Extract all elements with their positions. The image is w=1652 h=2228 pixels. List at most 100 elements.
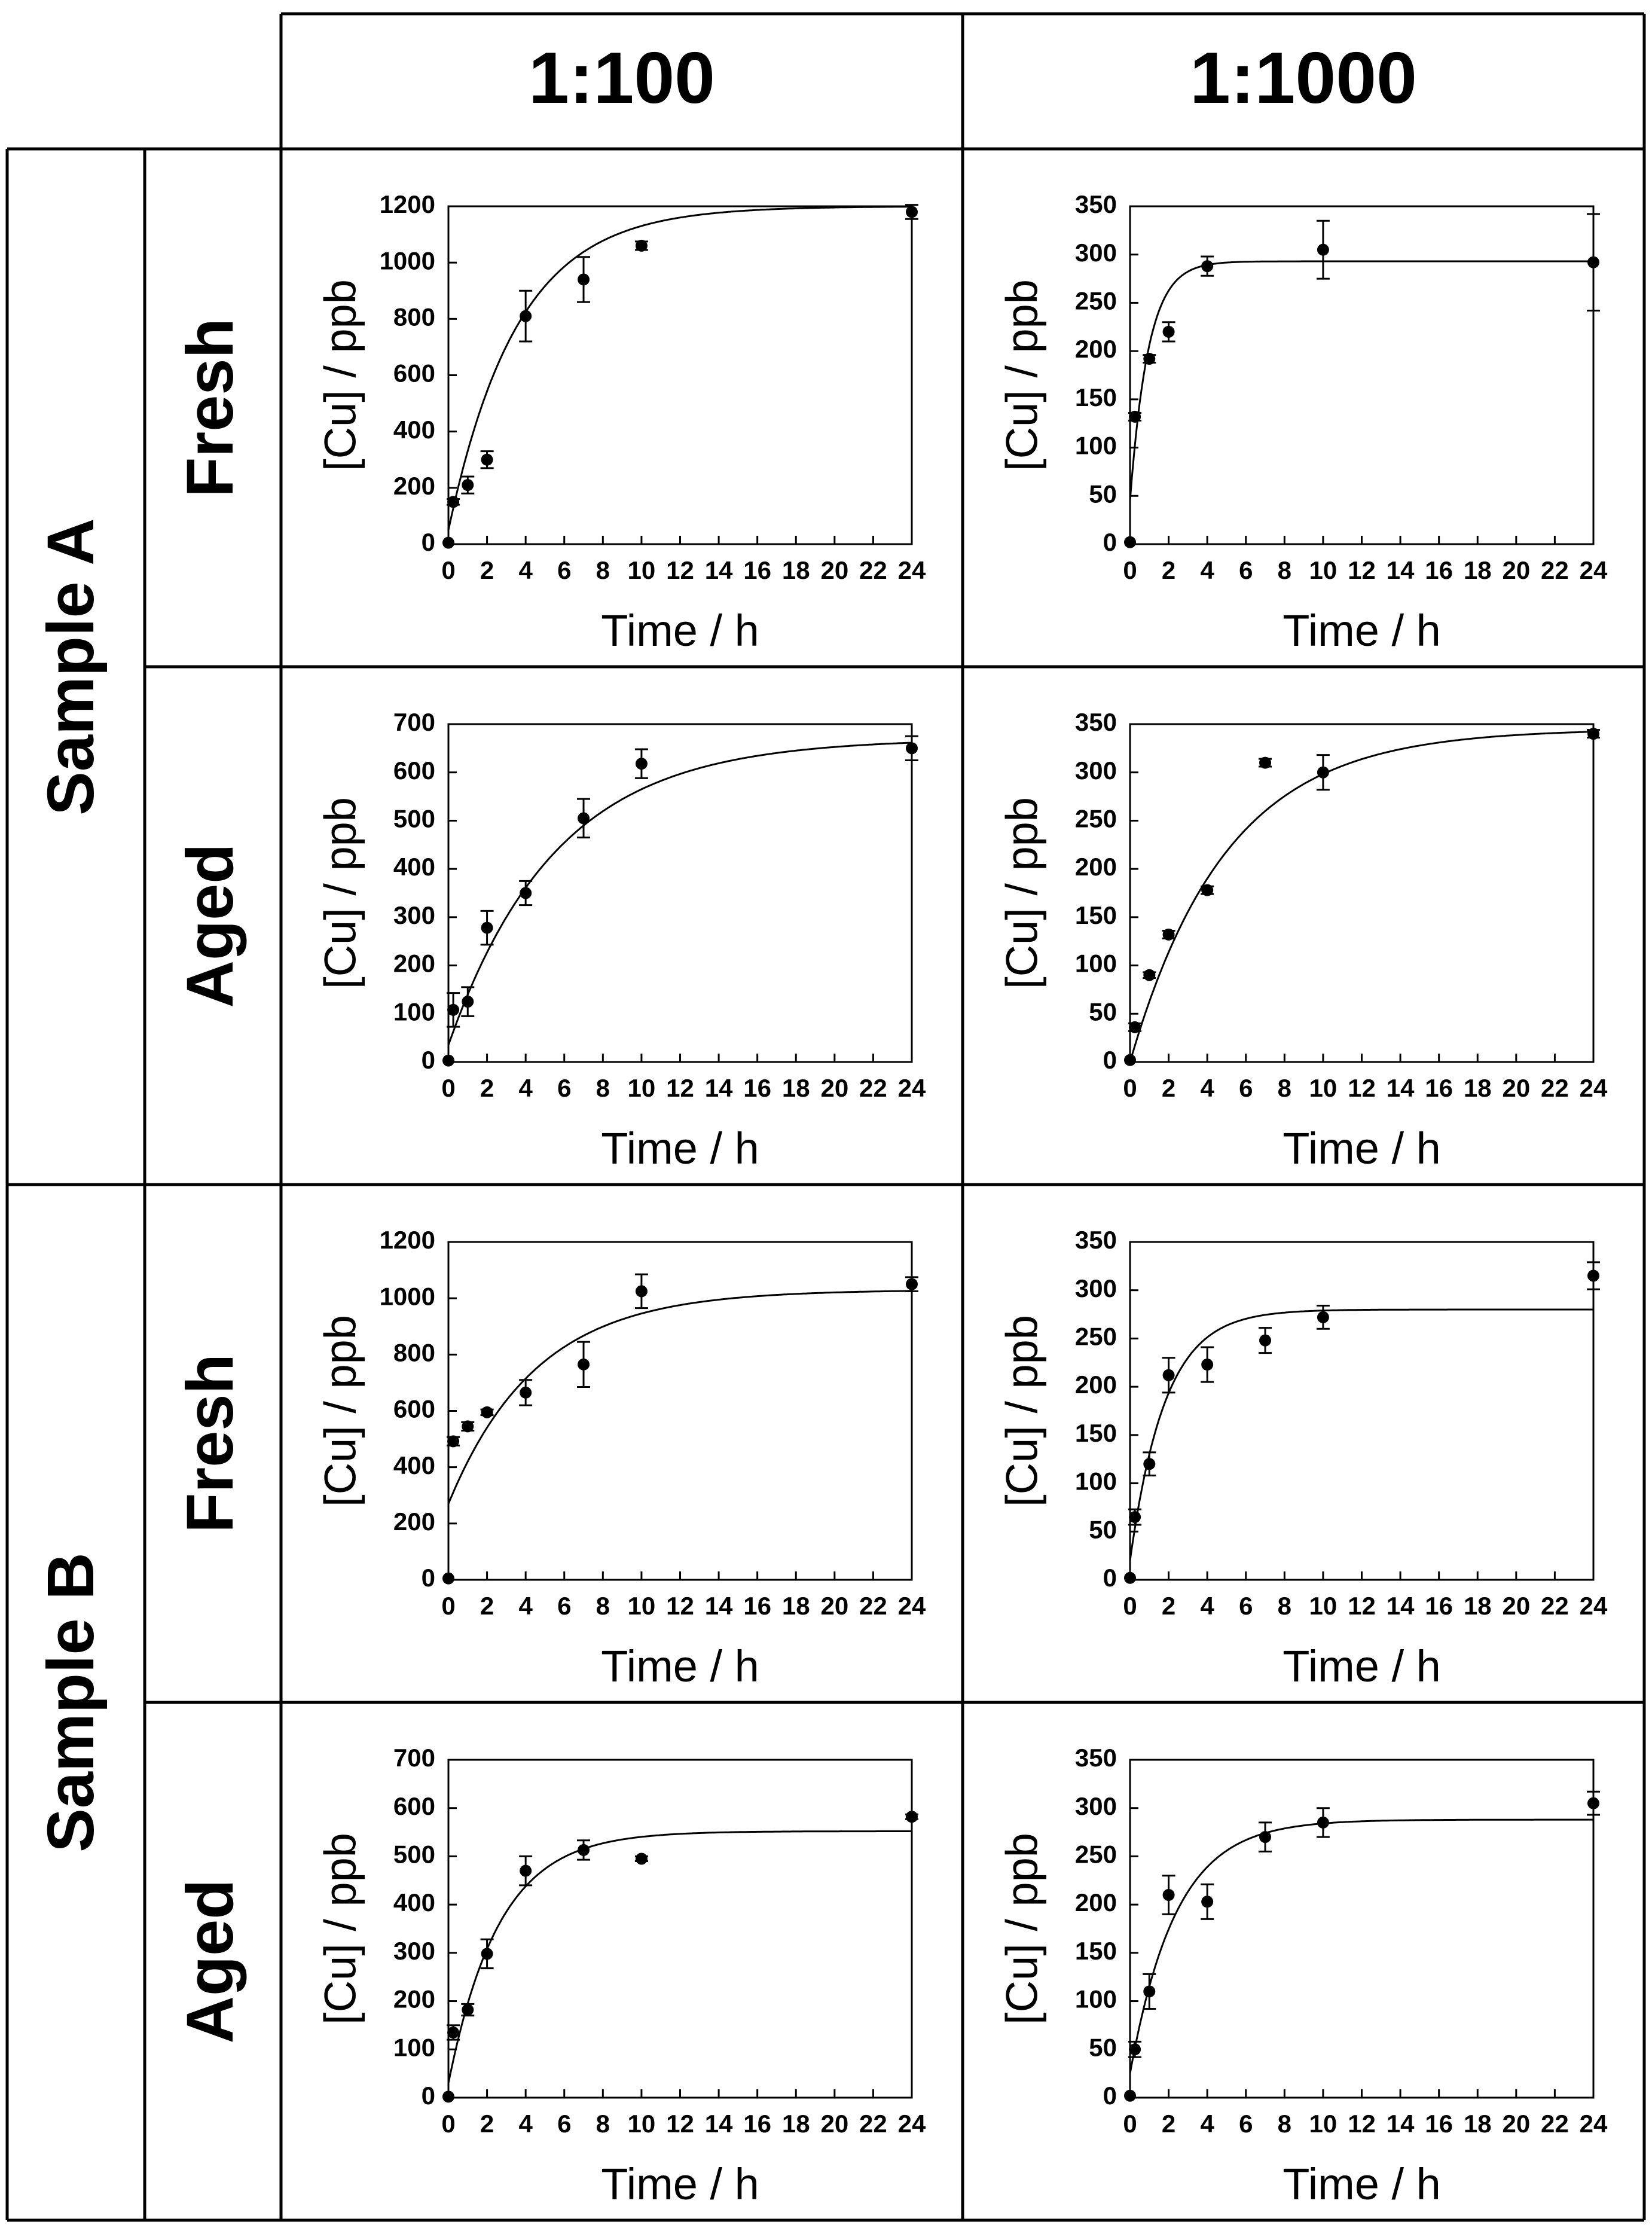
chart-6-plot-frame: [447, 1759, 913, 2099]
chart-4-xtick-label: 12: [666, 1592, 694, 1620]
chart-6-xtick-label: 20: [820, 2110, 848, 2138]
chart-4-xtick-label: 4: [518, 1592, 533, 1620]
chart-7-data-point: [1129, 2043, 1141, 2056]
chart-4-data-point: [578, 1358, 590, 1371]
chart-7-ytick-label: 50: [1089, 2033, 1117, 2061]
chart-3-xtick-label: 12: [1348, 1074, 1376, 1102]
chart-1-y-axis-label: [Cu] / ppb: [997, 279, 1047, 471]
chart-7-data-point: [1143, 1985, 1156, 1998]
chart-2-ytick-label: 500: [393, 805, 435, 833]
chart-6-data-point: [635, 1852, 648, 1865]
chart-3-data-point: [1259, 756, 1272, 769]
chart-5-xtick-label: 0: [1123, 1592, 1137, 1620]
chart-0-data-point: [447, 496, 460, 508]
chart-6-xtick-label: 2: [480, 2110, 494, 2138]
chart-1-data-point: [1587, 256, 1599, 268]
chart-2-data-point: [442, 1054, 454, 1067]
chart-1-plot-frame: [1129, 205, 1595, 545]
chart-2-xtick-label: 14: [705, 1074, 733, 1102]
chart-0-xtick-label: 24: [898, 556, 926, 584]
chart-3-ytick-label: 50: [1089, 997, 1117, 1026]
chart-4-xtick-label: 10: [628, 1592, 656, 1620]
chart-2-y-axis-label: [Cu] / ppb: [316, 797, 365, 989]
chart-3-xtick-label: 18: [1464, 1074, 1492, 1102]
chart-4-data-point: [520, 1386, 532, 1399]
chart-5-data-point: [1129, 1511, 1141, 1524]
chart-6-xtick-label: 24: [898, 2110, 926, 2138]
chart-1-data-point: [1143, 353, 1156, 365]
condition-label-a-aged: Aged: [173, 844, 247, 1008]
chart-2-ytick-label: 600: [393, 756, 435, 785]
chart-3-ytick-label: 0: [1103, 1046, 1117, 1074]
chart-0-xtick-label: 22: [859, 556, 887, 584]
chart-1-ytick-label: 50: [1089, 480, 1117, 508]
chart-7-xtick-label: 0: [1123, 2110, 1137, 2138]
chart-0-ytick-label: 600: [393, 359, 435, 387]
chart-6-data-point: [481, 1948, 493, 1960]
chart-6-ytick-label: 300: [393, 1937, 435, 1965]
chart-4-data-point: [481, 1406, 493, 1418]
chart-3-xtick-label: 22: [1541, 1074, 1569, 1102]
chart-3-data-point: [1162, 928, 1175, 941]
chart-7-data-point: [1162, 1889, 1175, 1901]
chart-1-xtick-label: 6: [1239, 556, 1253, 584]
chart-2-data-point: [906, 742, 918, 755]
chart-5-ytick-label: 200: [1075, 1371, 1117, 1399]
chart-2-data-point: [635, 758, 648, 770]
chart-0-ytick-label: 1200: [380, 190, 435, 218]
chart-0-data-point: [578, 273, 590, 286]
chart-7-xtick-label: 20: [1502, 2110, 1530, 2138]
chart-2-ytick-label: 0: [422, 1046, 435, 1074]
chart-5-ytick-label: 100: [1075, 1467, 1117, 1495]
chart-7-ytick-label: 0: [1103, 2081, 1117, 2110]
chart-2-fit-curve: [447, 741, 912, 1046]
chart-1-xtick-label: 4: [1200, 556, 1214, 584]
chart-6-xtick-label: 16: [743, 2110, 771, 2138]
chart-3-ytick-label: 200: [1075, 853, 1117, 881]
chart-3-xtick-label: 8: [1278, 1074, 1291, 1102]
chart-7-ytick-label: 200: [1075, 1888, 1117, 1916]
chart-4-ytick-label: 600: [393, 1395, 435, 1423]
chart-3-data-point: [1201, 884, 1214, 896]
chart-5-ytick-label: 250: [1075, 1323, 1117, 1351]
chart-1-xtick-label: 16: [1425, 556, 1453, 584]
chart-0-data-point: [520, 310, 532, 322]
chart-6-xtick-label: 10: [628, 2110, 656, 2138]
chart-0-ytick-label: 800: [393, 303, 435, 331]
chart-0-ytick-label: 200: [393, 472, 435, 500]
chart-3-xtick-label: 24: [1580, 1074, 1608, 1102]
chart-7-xtick-label: 18: [1464, 2110, 1492, 2138]
chart-0-ytick-label: 400: [393, 416, 435, 444]
chart-1-xtick-label: 10: [1309, 556, 1338, 584]
chart-5-plot-frame: [1129, 1241, 1595, 1581]
chart-4-data-point: [462, 1420, 474, 1433]
chart-7-x-axis-label: Time / h: [1282, 2159, 1441, 2209]
chart-2-ytick-label: 300: [393, 901, 435, 929]
chart-4-data-point: [442, 1572, 454, 1585]
chart-4-ytick-label: 800: [393, 1338, 435, 1366]
sample-label-b: Sample B: [34, 1552, 108, 1852]
chart-2-x-axis-label: Time / h: [601, 1124, 759, 1173]
chart-3-ytick-label: 250: [1075, 805, 1117, 833]
chart-4-ytick-label: 1000: [380, 1282, 435, 1310]
chart-7-data-point: [1201, 1896, 1214, 1908]
chart-0-xtick-label: 18: [782, 556, 810, 584]
chart-6-xtick-label: 22: [859, 2110, 887, 2138]
chart-2-xtick-label: 8: [596, 1074, 610, 1102]
chart-6-xtick-label: 8: [596, 2110, 610, 2138]
chart-7-xtick-label: 22: [1541, 2110, 1569, 2138]
chart-5-xtick-label: 14: [1387, 1592, 1415, 1620]
chart-2-data-point: [520, 887, 532, 899]
chart-4-xtick-label: 24: [898, 1592, 926, 1620]
chart-6-ytick-label: 0: [422, 2081, 435, 2110]
chart-0-xtick-label: 0: [441, 556, 455, 584]
chart-6-y-axis-label: [Cu] / ppb: [316, 1833, 365, 2025]
chart-7-y-axis-label: [Cu] / ppb: [997, 1833, 1047, 2025]
chart-6-xtick-label: 18: [782, 2110, 810, 2138]
chart-5-xtick-label: 10: [1309, 1592, 1338, 1620]
chart-5-xtick-label: 2: [1162, 1592, 1175, 1620]
chart-2-xtick-label: 20: [820, 1074, 848, 1102]
